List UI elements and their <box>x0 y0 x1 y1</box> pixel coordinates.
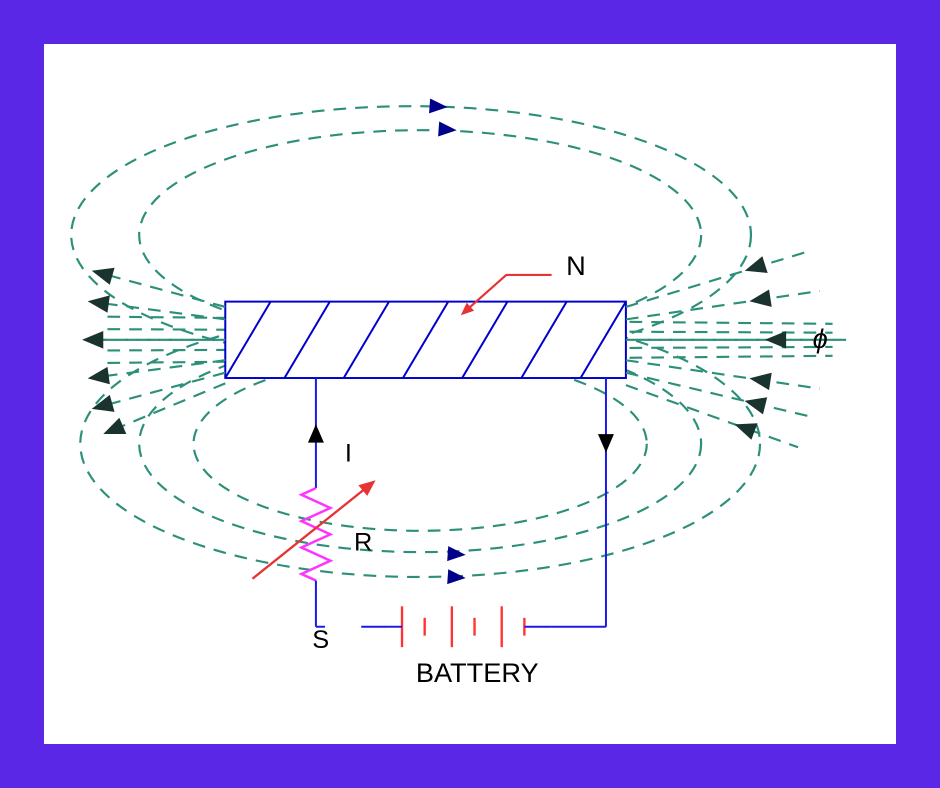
label-battery: BATTERY <box>416 658 539 688</box>
field-bottom-arrow-0 <box>447 546 466 561</box>
label-R: R <box>354 529 372 557</box>
label-phi: ϕ <box>813 324 828 354</box>
field-right-5 <box>626 385 798 447</box>
field-right-1 <box>626 291 820 319</box>
field-right-0 <box>626 250 813 307</box>
label-N: N <box>566 251 586 281</box>
field-right-arrow-1 <box>749 290 771 307</box>
current-arrow-down <box>598 434 614 452</box>
field-left-4 <box>107 373 225 405</box>
solenoid-coil <box>225 302 626 378</box>
field-top-arrow-0 <box>429 98 448 113</box>
field-right-arrow-3 <box>749 373 771 390</box>
field-left-5 <box>118 383 225 427</box>
field-left-arrow-3 <box>88 367 110 384</box>
field-right-arrow-5 <box>735 423 758 440</box>
current-arrow-up <box>308 424 324 442</box>
circuit <box>301 378 614 647</box>
rheostat-resistor <box>301 488 330 580</box>
field-bottom-arrow-1 <box>447 569 466 584</box>
field-right-arrow-0 <box>745 256 768 273</box>
field-left-arrow-1 <box>88 295 110 312</box>
diagram-frame: Nϕ I R S BATTERY <box>0 0 940 788</box>
field-loop-bottom-2 <box>194 357 647 531</box>
field-left-arrow-4 <box>92 395 115 412</box>
rheostat-arrow-head <box>358 480 375 496</box>
electromagnet-diagram: Nϕ I R S BATTERY <box>44 44 896 744</box>
field-left-0 <box>107 275 225 307</box>
field-top-arrow-1 <box>438 122 457 137</box>
field-right-arrow-4 <box>744 397 767 414</box>
label-I: I <box>345 440 352 468</box>
label-S: S <box>312 626 329 654</box>
field-left-arrow-2 <box>82 331 103 349</box>
field-right-arrow-2 <box>765 331 786 349</box>
